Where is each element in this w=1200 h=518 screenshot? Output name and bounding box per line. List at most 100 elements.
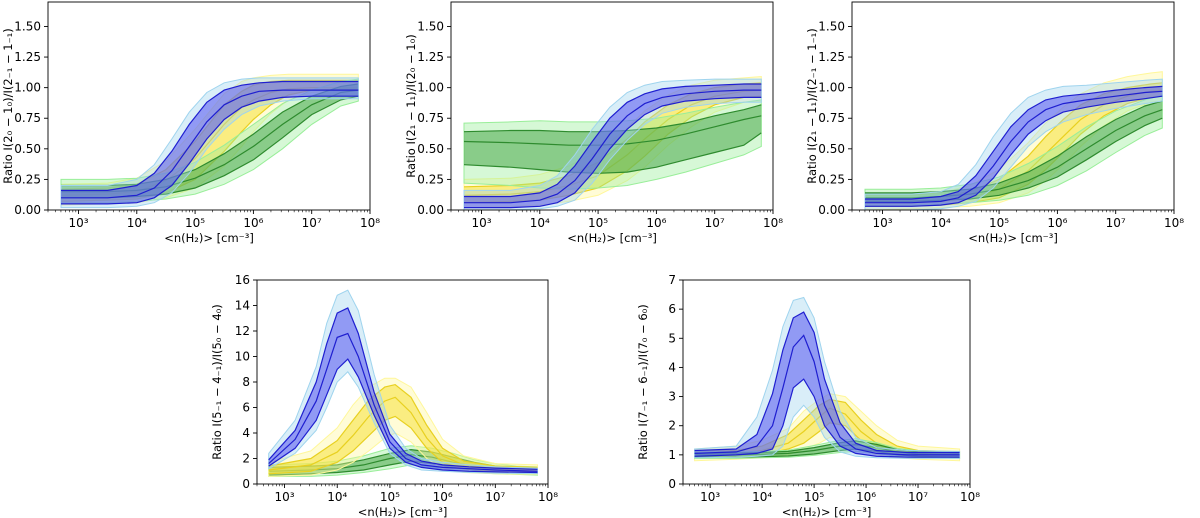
- y-tick-label: 5: [668, 331, 676, 345]
- y-axis-label: Ratio I(7₋₁ − 6₋₁)/I(7₀ − 6₀): [636, 304, 650, 460]
- y-tick-label: 1.00: [14, 81, 41, 95]
- y-axis-label: Ratio I(2₁ − 1₁)/I(2₋₁ − 1₋₁): [805, 28, 819, 184]
- x-tick-label: 10⁵: [804, 490, 824, 504]
- y-tick-label: 1.50: [417, 19, 444, 33]
- series-blue-inner-hi-line: [865, 85, 1163, 200]
- x-tick-label: 10⁶: [433, 490, 453, 504]
- plot-area: [864, 71, 1163, 210]
- y-tick-label: 4: [242, 426, 250, 440]
- x-tick-label: 10⁷: [1106, 216, 1126, 230]
- plot-area: [268, 289, 538, 477]
- series-blue-inner-lo-line: [865, 95, 1163, 207]
- y-tick-label: 7: [668, 273, 676, 287]
- y-tick-label: 3: [668, 390, 676, 404]
- x-tick-label: 10⁸: [538, 490, 558, 504]
- series-yellow-inner-band: [268, 384, 538, 474]
- series-blue-median-line: [694, 334, 960, 456]
- y-tick-label: 0: [668, 477, 676, 491]
- series-blue-inner-lo-line: [268, 358, 538, 474]
- x-axis-label: <n(H₂)> [cm⁻³]: [567, 231, 657, 245]
- y-tick-label: 2: [242, 452, 250, 466]
- series-blue-inner-lo-line: [694, 378, 960, 458]
- x-tick-label: 10⁵: [989, 216, 1009, 230]
- series-blue-inner-band: [464, 84, 762, 208]
- y-axis-label: Ratio I(5₋₁ − 4₋₁)/I(5₀ − 4₀): [210, 304, 224, 460]
- x-tick-label: 10⁶: [856, 490, 876, 504]
- y-tick-label: 16: [235, 273, 250, 287]
- axes-frame: [682, 279, 971, 485]
- series-blue-inner-hi-line: [268, 307, 538, 470]
- y-tick-label: 6: [668, 302, 676, 316]
- series-blue-inner-band: [865, 86, 1163, 207]
- y-tick-label: 0.75: [818, 111, 845, 125]
- x-tick-label: 10⁴: [127, 216, 147, 230]
- y-tick-label: 0: [242, 477, 250, 491]
- x-tick-label: 10⁷: [485, 490, 505, 504]
- series-yellow-median-line: [268, 396, 538, 471]
- series-blue-inner-lo-line: [464, 96, 762, 209]
- series-blue-outer-band: [60, 77, 359, 209]
- series-green-inner-band: [865, 101, 1163, 202]
- x-tick-label: 10⁵: [380, 490, 400, 504]
- x-tick-label: 10³: [872, 216, 892, 230]
- y-tick-label: 0.50: [818, 142, 845, 156]
- y-tick-label: 6: [242, 401, 250, 415]
- y-tick-label: 1.25: [14, 50, 41, 64]
- x-axis-label: <n(H₂)> [cm⁻³]: [968, 231, 1058, 245]
- series-blue-inner-lo-line: [61, 95, 359, 205]
- series-blue-inner-band: [268, 308, 538, 473]
- panel-ratio-21-11-over-2m1-1m1: 0.00 0.25 0.50 0.75 1.00 1.25 1.50 10³ 10⁴ 10⁵ 10⁶…: [805, 1, 1184, 245]
- plot-area: [463, 76, 762, 210]
- series-blue-median-line: [268, 332, 538, 472]
- x-tick-label: 10³: [68, 216, 88, 230]
- y-tick-label: 1.00: [818, 81, 845, 95]
- y-axis-label: Ratio I(2₀ − 1₀)/I(2₋₁ − 1₋₁): [1, 28, 15, 184]
- series-green-median-line: [463, 115, 762, 146]
- y-tick-label: 12: [235, 324, 250, 338]
- x-tick-label: 10⁷: [705, 216, 725, 230]
- series-green-inner-hi-line: [463, 104, 762, 133]
- axes-frame: [851, 1, 1175, 211]
- axes-frame: [47, 1, 371, 211]
- y-tick-label: 0.50: [417, 142, 444, 156]
- x-tick-label: 10⁷: [908, 490, 928, 504]
- y-tick-label: 0.75: [417, 111, 444, 125]
- y-tick-label: 1.50: [818, 19, 845, 33]
- panel-ratio-7m1-6m1-over-70-60: 0 1 2 3 4 5 6 7 10³ 10⁴ 10⁵ 10⁶ 10⁷ 10⁸ <n(H₂)> [cm⁻³]…: [636, 273, 980, 518]
- y-tick-label: 10: [235, 350, 250, 364]
- y-tick-label: 0.25: [417, 172, 444, 186]
- y-tick-label: 1.25: [818, 50, 845, 64]
- series-yellow-inner-hi-line: [268, 383, 538, 468]
- panel-ratio-20-10-over-2m1-1m1: 0.00 0.25 0.50 0.75 1.00 1.25 1.50 10³ 10⁴ 10⁵ 10⁶…: [1, 1, 380, 245]
- x-tick-label: 10³: [471, 216, 491, 230]
- plot-area: [60, 73, 359, 209]
- x-tick-label: 10⁸: [1164, 216, 1184, 230]
- series-blue-outer-band: [268, 289, 538, 475]
- x-axis-label: <n(H₂)> [cm⁻³]: [358, 505, 448, 518]
- x-tick-label: 10³: [275, 490, 295, 504]
- y-tick-label: 2: [668, 419, 676, 433]
- x-tick-label: 10⁷: [302, 216, 322, 230]
- y-tick-label: 1: [668, 448, 676, 462]
- series-yellow-inner-band: [865, 82, 1163, 207]
- x-tick-label: 10⁸: [763, 216, 783, 230]
- y-tick-label: 8: [242, 375, 250, 389]
- x-tick-label: 10⁴: [752, 490, 772, 504]
- y-tick-label: 0.00: [14, 203, 41, 217]
- x-tick-label: 10³: [700, 490, 720, 504]
- y-tick-label: 0.75: [14, 111, 41, 125]
- series-green-inner-band: [61, 84, 359, 198]
- series-blue-median-line: [464, 89, 762, 204]
- y-tick-label: 14: [235, 299, 250, 313]
- x-tick-label: 10⁸: [360, 216, 380, 230]
- y-axis-label: Ratio I(2₁ − 1₁)/I(2₀ − 1₀): [404, 34, 418, 177]
- panel-ratio-5m1-4m1-over-50-40: 0 2 4 6 8 10 12 14 16 10³ 10⁴ 10⁵ 10⁶ 10⁷ 10⁸ <n(H₂)> […: [210, 273, 558, 518]
- x-tick-label: 10⁸: [960, 490, 980, 504]
- series-blue-median-line: [865, 90, 1163, 204]
- x-tick-label: 10⁶: [646, 216, 666, 230]
- axes-frame: [450, 1, 774, 211]
- series-blue-inner-hi-line: [464, 83, 762, 198]
- y-tick-label: 0.00: [417, 203, 444, 217]
- plot-area: [694, 296, 961, 462]
